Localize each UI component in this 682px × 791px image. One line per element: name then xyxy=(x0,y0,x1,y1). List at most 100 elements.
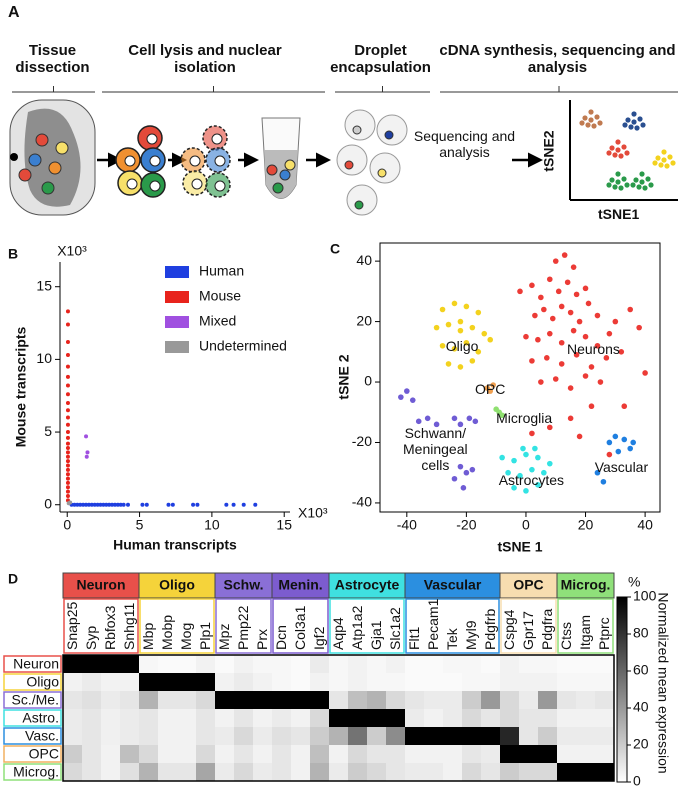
droplet xyxy=(336,144,368,176)
y-tick-label: 5 xyxy=(44,423,52,439)
heat-cell xyxy=(367,745,387,764)
mini-dot xyxy=(612,152,618,158)
heat-cell xyxy=(82,745,102,764)
point xyxy=(585,300,592,307)
group-header xyxy=(404,572,501,599)
point xyxy=(85,450,90,455)
mini-dot xyxy=(615,171,621,177)
tube-nucleus xyxy=(279,169,291,181)
heat-cell xyxy=(557,709,577,728)
point xyxy=(433,421,440,428)
mini-dot xyxy=(606,150,612,156)
mini-dot xyxy=(621,176,627,182)
point xyxy=(86,502,91,507)
point xyxy=(544,355,550,361)
heat-cell xyxy=(386,745,406,764)
heat-cell xyxy=(576,691,596,710)
heat-cell xyxy=(424,655,444,674)
heat-cell xyxy=(215,745,235,764)
point xyxy=(65,400,70,405)
point xyxy=(612,433,619,440)
mini-dot xyxy=(615,147,621,153)
point xyxy=(75,502,80,507)
mini-dot xyxy=(633,177,639,183)
point xyxy=(65,309,70,314)
point xyxy=(433,324,440,331)
gene-name: Dcn xyxy=(273,625,289,650)
point xyxy=(615,448,622,455)
heat-cell xyxy=(462,691,482,710)
point xyxy=(253,502,258,507)
point xyxy=(65,472,70,477)
mini-dot xyxy=(628,124,634,130)
point xyxy=(603,355,610,361)
point xyxy=(546,330,553,337)
point xyxy=(523,333,529,340)
point xyxy=(517,288,523,295)
mini-dot xyxy=(591,123,597,129)
colorbar-tick-label: 40 xyxy=(633,699,649,715)
x-tick-label: -20 xyxy=(456,517,476,533)
heat-cell xyxy=(557,745,577,764)
tissue-region xyxy=(24,108,81,207)
heat-cell xyxy=(234,745,254,764)
point xyxy=(558,339,565,346)
panel-label: A xyxy=(8,4,20,21)
x-multiplier: X10³ xyxy=(298,505,328,521)
heat-cell xyxy=(215,709,235,728)
droplet-nucleus xyxy=(384,130,394,140)
tissue-dot xyxy=(10,153,18,161)
heat-cell xyxy=(120,655,140,674)
nucleus xyxy=(149,155,161,167)
point xyxy=(490,382,496,388)
point xyxy=(231,502,236,507)
heat-cell xyxy=(348,691,368,710)
heat-cell xyxy=(82,655,102,674)
heat-cell xyxy=(367,709,387,728)
heat-cell xyxy=(405,763,425,782)
heat-cell xyxy=(557,673,577,692)
tissue-cell xyxy=(48,161,62,175)
heat-cell xyxy=(443,655,463,674)
row-label: OPC xyxy=(29,746,59,762)
point xyxy=(561,252,568,258)
mini-dot xyxy=(631,111,637,117)
gene-name: Myl9 xyxy=(463,620,479,650)
heat-cell xyxy=(139,655,159,674)
point xyxy=(600,478,607,485)
point xyxy=(529,358,535,364)
heat-cell xyxy=(348,673,368,692)
mini-dot xyxy=(621,144,627,150)
droplet xyxy=(376,114,408,146)
cluster-label: Oligo xyxy=(445,338,479,355)
tissue-cell xyxy=(55,141,69,155)
point xyxy=(463,303,470,310)
heat-cell xyxy=(101,655,121,674)
point xyxy=(532,445,538,452)
nucleus xyxy=(214,180,226,192)
heat-cell xyxy=(443,709,463,728)
point xyxy=(404,388,410,394)
cluster-label: OPC xyxy=(475,381,506,398)
heat-cell xyxy=(63,673,83,692)
heat-cell xyxy=(386,655,406,674)
gene-box xyxy=(272,598,329,654)
y-tick-label: 20 xyxy=(356,312,372,328)
row-label: Vasc. xyxy=(25,728,59,744)
nucleus xyxy=(149,180,161,192)
point xyxy=(112,502,117,507)
nucleus xyxy=(189,155,201,167)
heat-cell xyxy=(462,727,482,746)
legend-swatch xyxy=(165,341,189,353)
heat-cell xyxy=(63,745,83,764)
point xyxy=(140,502,145,507)
heat-cell xyxy=(481,745,501,764)
heat-cell xyxy=(367,763,387,782)
heat-cell xyxy=(253,655,273,674)
cluster-label: Neurons xyxy=(566,340,620,357)
point xyxy=(72,502,77,507)
mini-dot xyxy=(615,179,621,185)
gene-name: Gpr17 xyxy=(520,611,536,650)
heat-cell xyxy=(158,691,178,710)
point xyxy=(582,373,589,379)
